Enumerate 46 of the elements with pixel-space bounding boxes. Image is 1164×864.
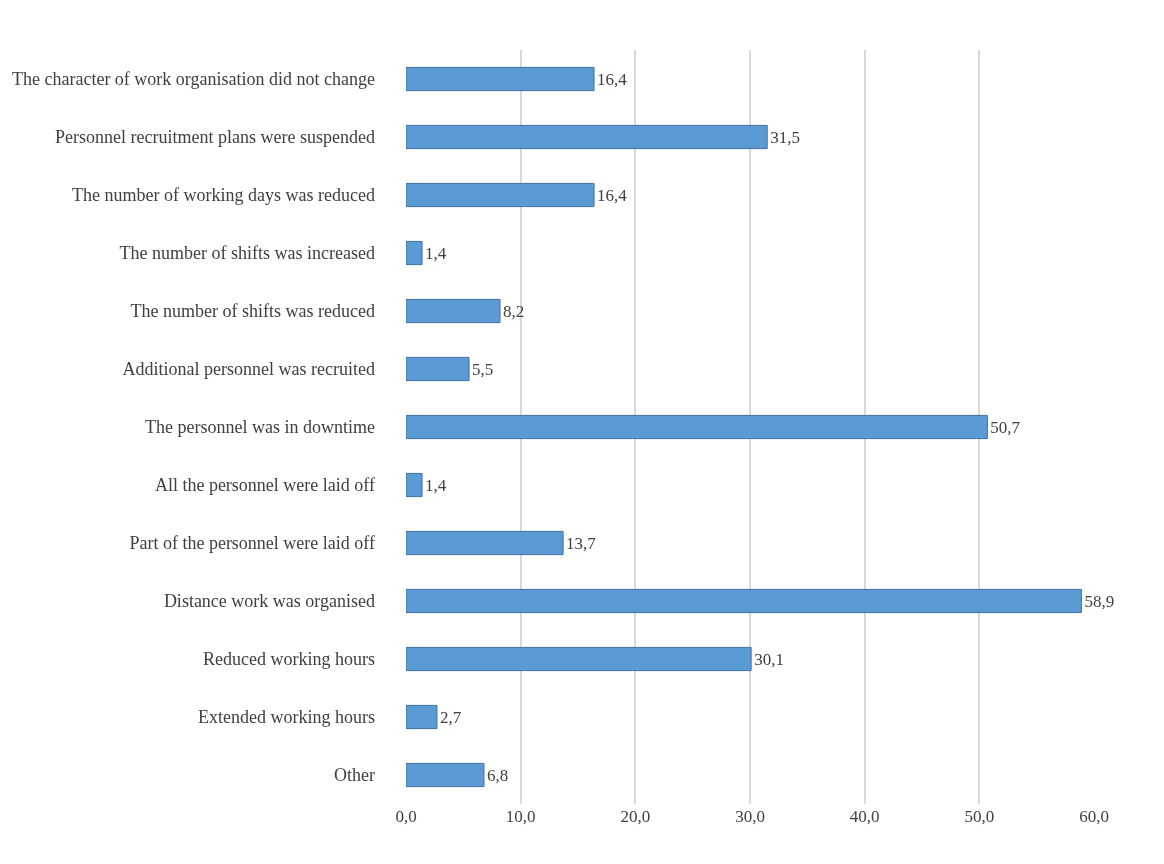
x-tick-label: 30,0 <box>735 807 765 826</box>
x-tick-label: 50,0 <box>964 807 995 826</box>
data-label: 16,4 <box>597 185 628 205</box>
y-tick-label: Distance work was organised <box>163 591 375 612</box>
x-tick-label: 20,0 <box>620 807 651 826</box>
y-tick-label: Other <box>334 765 375 786</box>
bar <box>406 588 1082 614</box>
y-tick-label: Personnel recruitment plans were suspended <box>55 127 375 148</box>
x-tick-label: 0,0 <box>395 807 417 826</box>
bar <box>406 414 988 440</box>
data-label: 13,7 <box>566 533 597 553</box>
y-tick-label: Part of the personnel were laid off <box>129 533 375 554</box>
bar <box>406 472 423 498</box>
y-tick-label: Additional personnel was recruited <box>122 359 375 380</box>
bar <box>406 530 564 556</box>
data-label: 16,4 <box>597 69 628 89</box>
bar <box>406 356 470 382</box>
y-tick-label: Reduced working hours <box>203 649 375 670</box>
data-label: 1,4 <box>425 243 447 263</box>
data-label: 31,5 <box>770 127 800 147</box>
data-label: 1,4 <box>425 475 447 495</box>
y-tick-label: The number of shifts was increased <box>119 243 375 264</box>
x-tick-label: 10,0 <box>505 807 536 826</box>
bar <box>406 298 501 324</box>
x-tick-label: 60,0 <box>1079 807 1109 826</box>
bar <box>406 124 768 150</box>
bar <box>406 182 595 208</box>
bar <box>406 240 423 266</box>
data-label: 50,7 <box>990 417 1021 437</box>
data-label: 6,8 <box>486 765 509 785</box>
bar <box>406 762 485 788</box>
y-tick-label: The number of working days was reduced <box>72 185 375 206</box>
bar <box>406 704 438 730</box>
x-tick-label: 40,0 <box>849 807 880 826</box>
y-tick-label: Extended working hours <box>198 707 375 728</box>
data-label: 5,5 <box>472 359 494 379</box>
bar <box>406 66 595 92</box>
y-tick-label: The number of shifts was reduced <box>130 301 375 322</box>
y-tick-label: The personnel was in downtime <box>145 417 376 438</box>
bar <box>406 646 752 672</box>
data-label: 8,2 <box>503 301 525 321</box>
data-label: 2,7 <box>439 707 462 727</box>
data-label: 30,1 <box>754 649 784 669</box>
y-tick-label: All the personnel were laid off <box>154 475 375 496</box>
data-label: 58,9 <box>1084 591 1115 611</box>
y-tick-label: The character of work organisation did not change <box>11 69 375 90</box>
